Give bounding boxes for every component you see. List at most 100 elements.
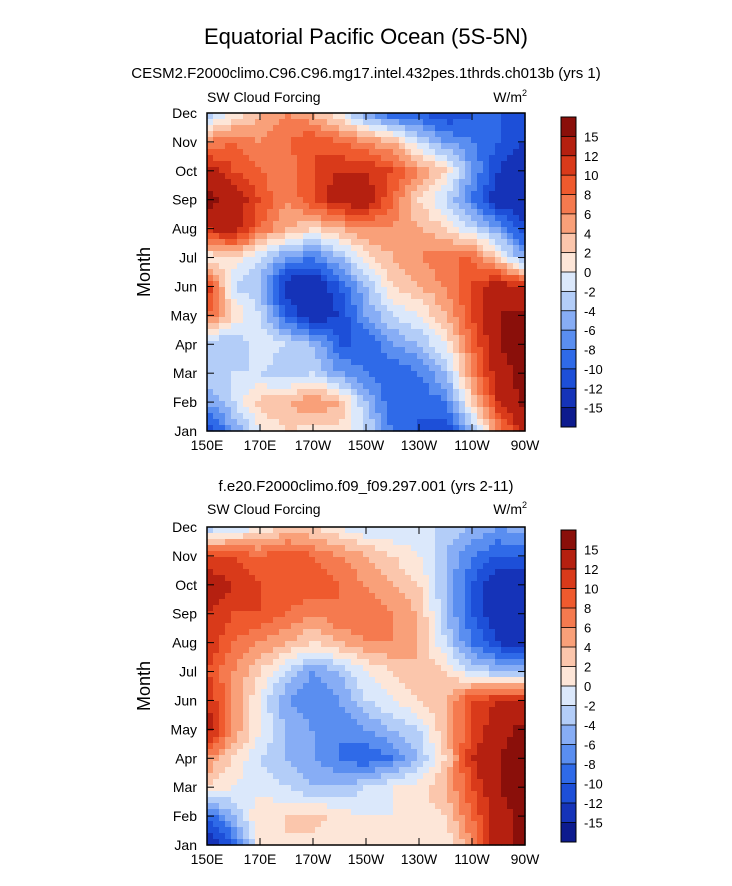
heatmap-cell: [423, 227, 430, 234]
heatmap-cell: [339, 269, 346, 276]
heatmap-cell: [495, 263, 502, 270]
heatmap-cell: [285, 563, 292, 570]
heatmap-cell: [489, 623, 496, 630]
heatmap-cell: [213, 125, 220, 132]
heatmap-cell: [255, 155, 262, 162]
heatmap-cell: [285, 275, 292, 282]
heatmap-cell: [423, 377, 430, 384]
heatmap-cell: [327, 593, 334, 600]
heatmap-cell: [375, 197, 382, 204]
heatmap-cell: [465, 155, 472, 162]
heatmap-cell: [285, 671, 292, 678]
heatmap-cell: [303, 269, 310, 276]
heatmap-cell: [327, 395, 334, 402]
heatmap-cell: [417, 755, 424, 762]
heatmap-cell: [381, 605, 388, 612]
heatmap-cell: [237, 695, 244, 702]
heatmap-cell: [285, 359, 292, 366]
heatmap-cell: [513, 305, 520, 312]
heatmap-cell: [255, 221, 262, 228]
colorbar-box: [561, 253, 576, 273]
heatmap-cell: [507, 119, 514, 126]
heatmap-cell: [303, 527, 310, 534]
heatmap-cell: [453, 299, 460, 306]
heatmap-cell: [339, 173, 346, 180]
heatmap-cell: [447, 401, 454, 408]
heatmap-cell: [327, 689, 334, 696]
heatmap-cell: [351, 353, 358, 360]
heatmap-cell: [441, 677, 448, 684]
heatmap-cell: [255, 713, 262, 720]
heatmap-cell: [237, 293, 244, 300]
heatmap-cell: [381, 167, 388, 174]
heatmap-cell: [357, 131, 364, 138]
heatmap-cell: [249, 377, 256, 384]
heatmap-cell: [279, 647, 286, 654]
heatmap-cell: [225, 149, 232, 156]
heatmap-cell: [249, 335, 256, 342]
heatmap-cell: [237, 419, 244, 426]
heatmap-cell: [387, 257, 394, 264]
heatmap-cell: [213, 605, 220, 612]
heatmap-cell: [435, 755, 442, 762]
heatmap-cell: [303, 689, 310, 696]
heatmap-cell: [465, 161, 472, 168]
heatmap-cell: [375, 215, 382, 222]
heatmap-cell: [495, 611, 502, 618]
colorbar-box: [561, 350, 576, 370]
heatmap-cell: [363, 701, 370, 708]
heatmap-cell: [507, 575, 514, 582]
heatmap-cell: [231, 527, 238, 534]
heatmap-cell: [309, 167, 316, 174]
heatmap-cell: [387, 131, 394, 138]
heatmap-cell: [417, 695, 424, 702]
heatmap-cell: [513, 125, 520, 132]
heatmap-cell: [357, 215, 364, 222]
colorbar-label: 4: [584, 226, 591, 241]
heatmap-cell: [465, 647, 472, 654]
heatmap-cell: [339, 161, 346, 168]
heatmap-cell: [513, 227, 520, 234]
heatmap-cell: [393, 281, 400, 288]
heatmap-cell: [303, 635, 310, 642]
heatmap-cell: [309, 185, 316, 192]
heatmap-cell: [261, 743, 268, 750]
heatmap-cell: [297, 533, 304, 540]
heatmap-cell: [315, 215, 322, 222]
heatmap-cell: [405, 191, 412, 198]
heatmap-cell: [267, 401, 274, 408]
heatmap-cell: [483, 617, 490, 624]
heatmap-cell: [363, 599, 370, 606]
heatmap-cell: [339, 671, 346, 678]
heatmap-cell: [333, 557, 340, 564]
colorbar-label: 8: [584, 188, 591, 203]
heatmap-cell: [465, 689, 472, 696]
heatmap-cell: [309, 713, 316, 720]
heatmap-cell: [471, 311, 478, 318]
heatmap-cell: [405, 725, 412, 732]
heatmap-cell: [207, 245, 214, 252]
heatmap-cell: [303, 551, 310, 558]
heatmap-cell: [411, 545, 418, 552]
heatmap-cell: [465, 557, 472, 564]
heatmap-cell: [495, 215, 502, 222]
heatmap-cell: [387, 215, 394, 222]
heatmap-cell: [327, 581, 334, 588]
heatmap-cell: [393, 179, 400, 186]
heatmap-cell: [399, 293, 406, 300]
heatmap-cell: [483, 707, 490, 714]
heatmap-cell: [255, 719, 262, 726]
heatmap-cell: [285, 221, 292, 228]
heatmap-cell: [387, 377, 394, 384]
heatmap-cell: [435, 629, 442, 636]
heatmap-cell: [393, 575, 400, 582]
heatmap-cell: [219, 119, 226, 126]
y-tick-label: Nov: [172, 134, 197, 150]
heatmap-cell: [237, 665, 244, 672]
heatmap-cell: [207, 239, 214, 246]
heatmap-cell: [225, 209, 232, 216]
heatmap-cell: [387, 359, 394, 366]
heatmap-cell: [387, 113, 394, 120]
heatmap-cell: [339, 737, 346, 744]
heatmap-cell: [399, 719, 406, 726]
